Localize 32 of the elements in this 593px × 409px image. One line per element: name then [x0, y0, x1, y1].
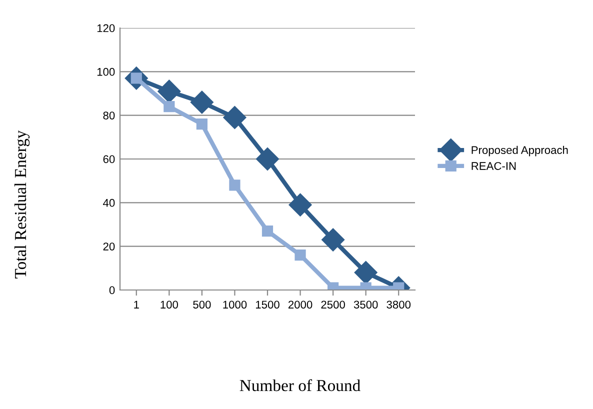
point [262, 225, 274, 237]
x-tick-label: 1500 [256, 300, 280, 309]
point [354, 261, 378, 284]
x-tick-label: 1000 [223, 300, 247, 309]
point [223, 106, 246, 130]
point [164, 101, 175, 112]
x-tick-label: 500 [193, 300, 211, 309]
legend-label: Proposed Approach [472, 146, 568, 156]
y-tick-label: 0 [109, 286, 115, 294]
y-tick-label: 40 [103, 198, 115, 207]
point [190, 90, 214, 114]
x-tick-label: 2500 [321, 300, 345, 309]
y-tick-label: 20 [103, 242, 115, 250]
x-tick-label: 1 [134, 300, 139, 308]
point [294, 250, 306, 261]
x-tick-label: 3800 [386, 300, 411, 309]
point [322, 228, 345, 252]
y-tick-label: 60 [103, 155, 115, 164]
point [256, 148, 279, 170]
x-axis-title: Number of Round [240, 379, 360, 392]
point [196, 118, 208, 130]
y-tick-label: 100 [97, 68, 115, 76]
x-tick-label: 3500 [354, 300, 378, 309]
point [288, 193, 312, 216]
legend-label: REAC-IN [472, 162, 516, 170]
x-tick-label: 100 [160, 300, 178, 309]
y-tick-label: 80 [103, 112, 115, 120]
y-tick-label: 120 [97, 24, 115, 32]
point [229, 180, 240, 191]
x-tick-label: 2000 [288, 300, 312, 309]
y-axis-title: Total Residual Energy [14, 130, 30, 278]
point [158, 80, 181, 103]
